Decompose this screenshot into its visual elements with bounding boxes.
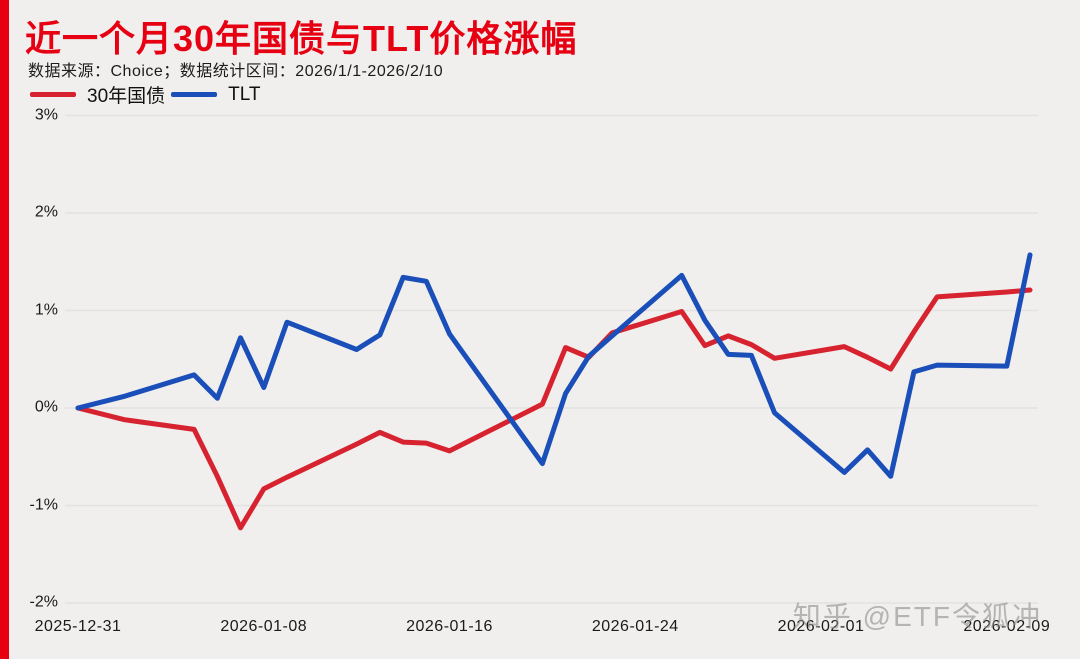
legend-label-tlt: TLT — [228, 83, 261, 105]
y-tick-label: 3% — [34, 106, 58, 124]
y-tick-label: 0% — [34, 398, 58, 416]
x-tick-label: 2026-01-08 — [220, 618, 308, 635]
legend-item-tlt: TLT — [171, 83, 261, 106]
x-tick-label: 2026-02-09 — [963, 618, 1051, 635]
data-source-note: 数据来源：Choice；数据统计区间：2026/1/1-2026/2/10 — [28, 63, 444, 80]
legend-swatch-bond30 — [30, 92, 76, 97]
y-tick-label: -1% — [29, 496, 58, 514]
series-line-bond30 — [75, 287, 1033, 531]
y-tick-label: 2% — [34, 203, 58, 221]
legend-swatch-tlt — [171, 92, 218, 97]
y-tick-label: -2% — [29, 593, 58, 611]
legend-label-bond30: 30年国债 — [87, 86, 166, 107]
y-axis-labels: 3% 2% 1% 0% -1% -2% — [0, 0, 58, 659]
page-title: 近一个月30年国债与TLT价格涨幅 — [25, 18, 578, 59]
x-tick-label: 2026-01-16 — [406, 618, 493, 635]
legend-item-bond30: 30年国债 — [30, 81, 165, 108]
x-tick-label: 2026-02-01 — [777, 618, 865, 635]
series-line-tlt — [75, 252, 1033, 479]
chart-legend: 30年国债 TLT — [30, 81, 267, 108]
y-tick-label: 1% — [34, 301, 58, 319]
x-tick-label: 2026-01-24 — [591, 618, 679, 635]
watermark: 知乎 @ETF令狐冲 — [792, 601, 1042, 632]
x-tick-label: 2025-12-31 — [34, 618, 122, 635]
left-accent-bar — [0, 0, 9, 659]
